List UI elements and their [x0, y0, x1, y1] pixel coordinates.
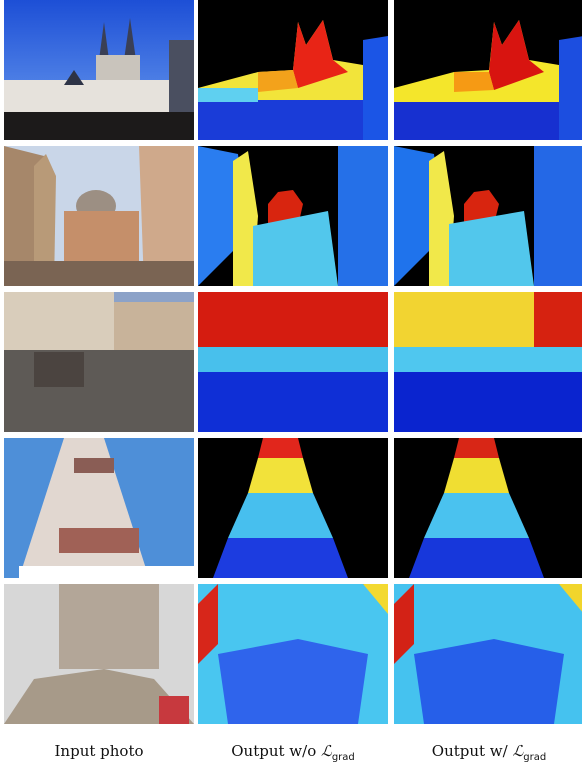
loss-subscript: grad: [523, 752, 547, 763]
caption-output-without-grad: Output w/o ℒgrad: [198, 742, 388, 763]
caption-prefix-output-without: Output w/o: [231, 742, 317, 760]
input-photo-row5: [4, 584, 194, 724]
caption-output-with-grad: Output w/ ℒgrad: [394, 742, 582, 763]
depth-output-with-grad-row5: [394, 584, 582, 724]
loss-symbol: ℒ: [512, 742, 524, 760]
caption-input-photo: Input photo: [4, 742, 194, 760]
loss-subscript: grad: [331, 752, 355, 763]
depth-output-without-grad-row3: [198, 292, 388, 432]
depth-output-without-grad-row2: [198, 146, 388, 286]
depth-output-with-grad-row3: [394, 292, 582, 432]
input-photo-row4: [4, 438, 194, 578]
depth-output-with-grad-row2: [394, 146, 582, 286]
depth-output-without-grad-row5: [198, 584, 388, 724]
caption-prefix-output-with: Output w/: [431, 742, 508, 760]
depth-output-with-grad-row1: [394, 0, 582, 140]
figure-grid: [4, 0, 582, 732]
depth-output-without-grad-row4: [198, 438, 388, 578]
depth-output-without-grad-row1: [198, 0, 388, 140]
caption-text-input-photo: Input photo: [54, 742, 144, 760]
depth-output-with-grad-row4: [394, 438, 582, 578]
input-photo-row3: [4, 292, 194, 432]
input-photo-row2: [4, 146, 194, 286]
input-photo-row1: [4, 0, 194, 140]
loss-symbol: ℒ: [321, 742, 332, 760]
